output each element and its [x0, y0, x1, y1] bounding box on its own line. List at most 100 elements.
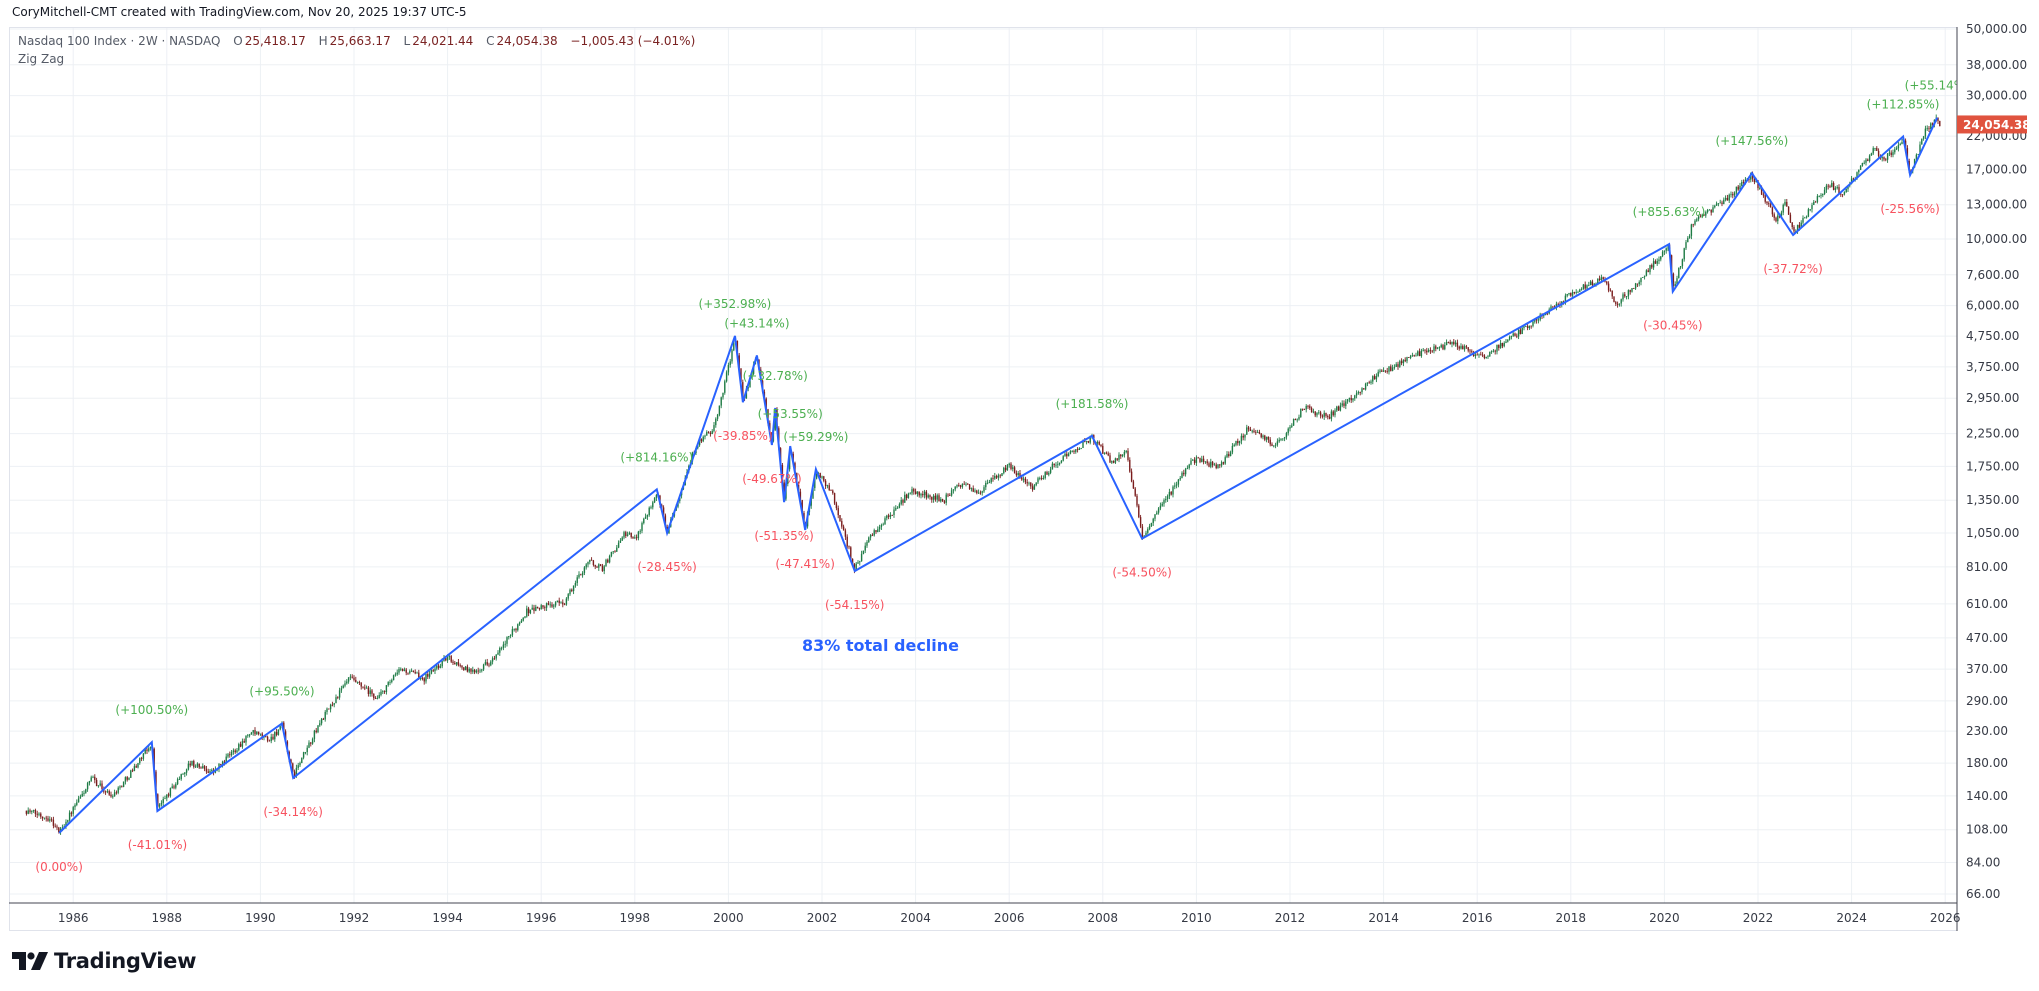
candle-body	[126, 777, 128, 780]
candle-body	[497, 652, 499, 655]
time-tick-label: 1996	[526, 911, 557, 925]
candle-body	[1742, 182, 1745, 183]
candle-body	[1868, 155, 1871, 161]
candle-body	[1035, 482, 1037, 486]
candle-body	[1098, 441, 1100, 445]
candle-body	[290, 759, 292, 764]
candle-body	[1350, 397, 1352, 401]
candle-body	[945, 494, 947, 503]
candle-body	[230, 751, 233, 756]
zigzag-label-low: (-54.50%)	[1112, 566, 1171, 580]
candle-body	[1663, 250, 1666, 252]
candle-body	[419, 678, 422, 679]
text-annotation[interactable]: 83% total decline	[802, 636, 960, 655]
last-price-tag-background	[1957, 115, 2027, 134]
candle-body	[1634, 283, 1637, 289]
candle-body	[1039, 478, 1041, 479]
candle-body	[1681, 259, 1684, 267]
candle-body	[981, 491, 983, 493]
price-axis[interactable]	[1957, 27, 2028, 931]
candle-body	[119, 786, 121, 788]
candle-body	[335, 697, 337, 704]
candle-body	[1318, 412, 1320, 414]
candle-body	[1262, 435, 1264, 438]
candle-body	[239, 744, 242, 747]
candle-body	[1017, 473, 1019, 476]
candle-body	[1753, 178, 1756, 183]
candle-body	[47, 818, 49, 821]
candle-body	[590, 559, 593, 561]
candle-body	[1705, 212, 1707, 216]
candle-body	[907, 493, 910, 499]
symbol-title[interactable]: Nasdaq 100 Index · 2W · NASDAQ	[18, 34, 221, 48]
candle-body	[994, 476, 996, 479]
candle-body	[1847, 185, 1849, 190]
candle-body	[1917, 154, 1919, 155]
candle-body	[1782, 204, 1784, 213]
candle-body	[1919, 144, 1921, 155]
candle-body	[1087, 440, 1090, 443]
candle-body	[25, 810, 28, 814]
zigzag-label-low: (-41.01%)	[128, 838, 187, 852]
candle-body	[1123, 451, 1126, 455]
time-tick-label: 2002	[807, 911, 838, 925]
candle-body	[1652, 261, 1655, 268]
candle-body	[1865, 159, 1867, 163]
price-tick-label: 230.00	[1966, 724, 2008, 738]
candle-body	[1154, 514, 1156, 519]
candle-body	[108, 791, 110, 795]
symbol-legend[interactable]: Nasdaq 100 Index · 2W · NASDAQ O 25,418.1…	[18, 34, 697, 48]
candle-body	[1458, 346, 1460, 349]
candle-body	[1397, 364, 1399, 367]
zigzag-label-high: (+100.50%)	[115, 703, 188, 717]
candle-body	[860, 553, 863, 562]
candle-body	[117, 787, 119, 793]
candle-body	[871, 534, 874, 536]
candle-body	[490, 661, 492, 666]
candle-body	[491, 658, 494, 662]
candle-body	[1237, 440, 1239, 444]
candle-body	[398, 668, 400, 673]
candle-body	[1163, 500, 1165, 504]
candle-body	[1904, 140, 1907, 149]
candle-body	[317, 725, 319, 733]
candle-body	[1105, 452, 1108, 454]
candle-body	[1188, 464, 1190, 468]
candle-body	[536, 606, 539, 609]
candle-body	[520, 620, 523, 623]
candle-body	[1080, 448, 1082, 449]
candle-body	[605, 559, 607, 567]
candle-body	[243, 741, 245, 743]
candle-body	[364, 687, 366, 689]
candle-body	[1445, 342, 1448, 346]
candle-body	[373, 693, 375, 699]
candle-body	[1649, 265, 1651, 273]
indicator-legend-zigzag[interactable]: Zig Zag	[18, 52, 65, 66]
candle-body	[1717, 203, 1720, 205]
candle-body	[1012, 467, 1014, 469]
price-tick-label: 3,750.00	[1966, 360, 2019, 374]
candle-body	[898, 504, 901, 508]
candle-body	[401, 668, 404, 671]
candle-body	[1456, 342, 1459, 347]
candle-body	[832, 490, 834, 494]
candle-body	[121, 786, 123, 788]
price-axis-ticks: 50,000.0038,000.0030,000.0022,000.0017,0…	[1966, 22, 2027, 901]
candle-body	[652, 502, 654, 508]
candle-body	[241, 741, 244, 747]
candle-body	[859, 561, 861, 563]
zigzag-label-low: (-28.45%)	[637, 560, 696, 574]
grid-lines	[10, 28, 1957, 903]
candle-body	[1537, 319, 1540, 321]
price-tick-label: 2,250.00	[1966, 427, 2019, 441]
candle-body	[990, 478, 992, 483]
candle-body	[1593, 283, 1595, 286]
candle-body	[1291, 425, 1293, 427]
candle-body	[956, 485, 958, 487]
tradingview-logo[interactable]: TradingView	[12, 949, 196, 973]
candle-body	[1424, 349, 1426, 351]
candle-body	[983, 487, 985, 492]
candle-body	[1213, 464, 1216, 466]
candle-body	[461, 665, 463, 668]
